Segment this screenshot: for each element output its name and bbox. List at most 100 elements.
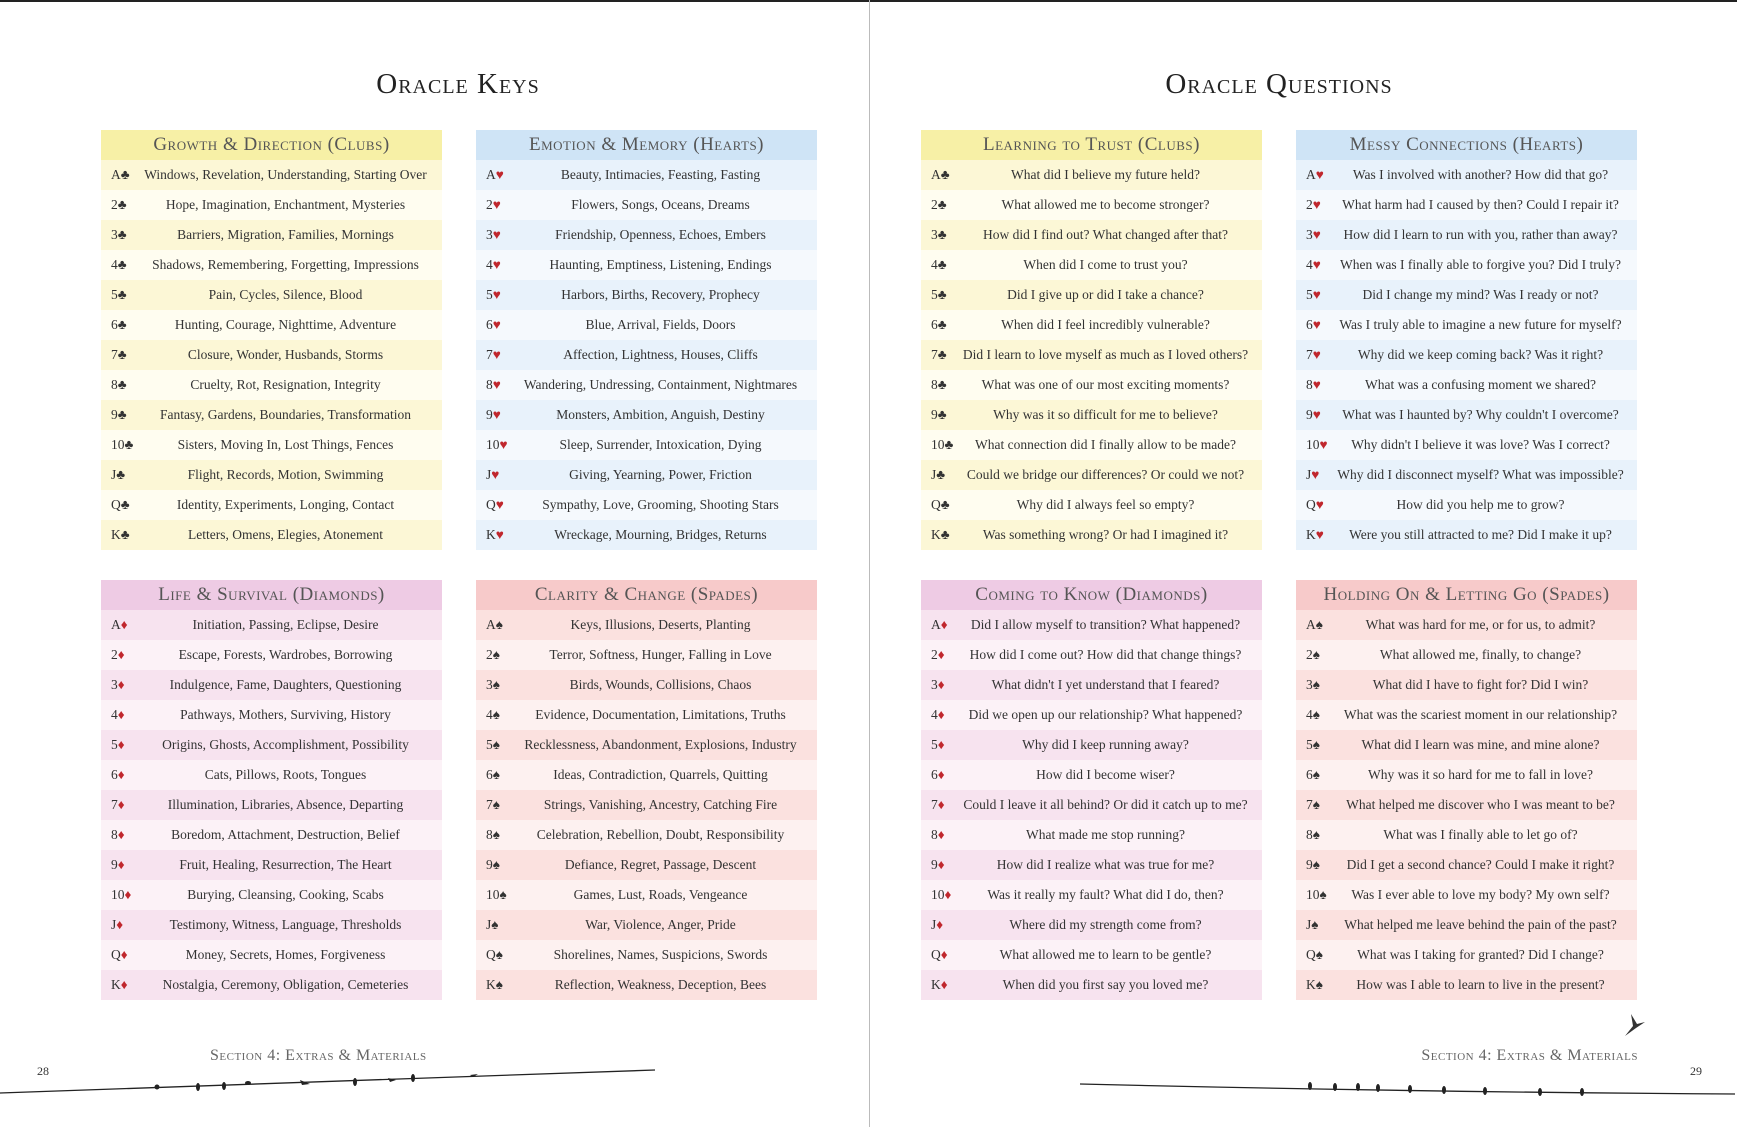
row-text: Reflection, Weakness, Deception, Bees	[554, 977, 767, 992]
row-text: Was I ever able to love my body? My own …	[1351, 887, 1610, 902]
table-row: 5♦ Origins, Ghosts, Accomplishment, Possi…	[101, 730, 442, 760]
table-header: Holding On & Letting Go (Spades)	[1296, 580, 1637, 610]
table-row: 2♠ What allowed me, finally, to change?	[1296, 640, 1637, 670]
spades-suit-icon: ♠	[492, 707, 500, 722]
row-text: When did I feel incredibly vulnerable?	[1001, 317, 1210, 332]
row-text: What was hard for me, or for us, to admi…	[1365, 617, 1596, 632]
card-rank: 3	[931, 677, 938, 692]
row-text: Nostalgia, Ceremony, Obligation, Cemeter…	[162, 977, 409, 992]
row-text: When did you first say you loved me?	[1002, 977, 1209, 992]
table-row: 5♠ Recklessness, Abandonment, Explosions,…	[476, 730, 817, 760]
card-rank: A	[931, 617, 941, 632]
row-text: What didn't I yet understand that I fear…	[991, 677, 1220, 692]
spades-suit-icon: ♠	[1312, 827, 1320, 842]
clubs-suit-icon: ♣	[937, 227, 947, 242]
card-rank: 8	[931, 377, 938, 392]
card-label: 7♥	[476, 340, 514, 370]
clubs-suit-icon: ♣	[940, 167, 950, 182]
hearts-suit-icon: ♥	[1312, 407, 1321, 422]
clubs-suit-icon: ♣	[116, 467, 126, 482]
spades-suit-icon: ♠	[495, 977, 503, 992]
table-row: 2♣ Hope, Imagination, Enchantment, Myster…	[101, 190, 442, 220]
row-text: Strings, Vanishing, Ancestry, Catching F…	[543, 797, 778, 812]
clubs-suit-icon: ♣	[936, 467, 946, 482]
row-text: What allowed me, finally, to change?	[1379, 647, 1582, 662]
card-label: 5♥	[476, 280, 514, 310]
table-row: 8♥ What was a confusing moment we shared?	[1296, 370, 1637, 400]
card-label: K♣	[921, 520, 959, 550]
card-rank: Q	[111, 497, 121, 512]
row-text: Cats, Pillows, Roots, Tongues	[204, 767, 367, 782]
card-label: 10♦	[101, 880, 139, 910]
hearts-suit-icon: ♥	[495, 497, 504, 512]
row-text: Identity, Experiments, Longing, Contact	[176, 497, 395, 512]
row-text: How did I become wiser?	[1036, 767, 1175, 782]
clubs-suit-icon: ♣	[117, 377, 127, 392]
row-text: Monsters, Ambition, Anguish, Destiny	[556, 407, 765, 422]
hearts-suit-icon: ♥	[1319, 437, 1328, 452]
row-text: What was I finally able to let go of?	[1383, 827, 1578, 842]
clubs-suit-icon: ♣	[937, 347, 947, 362]
card-rank: 2	[486, 197, 493, 212]
hearts-suit-icon: ♥	[1312, 347, 1321, 362]
row-text: Did we open up our relationship? What ha…	[968, 707, 1243, 722]
row-text: Why was it so hard for me to fall in lov…	[1368, 767, 1593, 782]
row-text: What made me stop running?	[1026, 827, 1185, 842]
table-row: Q♠ What was I taking for granted? Did I c…	[1296, 940, 1637, 970]
card-label: K♦	[921, 970, 959, 1000]
row-text: Shorelines, Names, Suspicions, Swords	[553, 947, 768, 962]
hearts-suit-icon: ♥	[492, 257, 501, 272]
card-rank: 8	[1306, 377, 1313, 392]
hearts-suit-icon: ♥	[495, 167, 504, 182]
table-row: A♠ Keys, Illusions, Deserts, Planting	[476, 610, 817, 640]
card-label: J♦	[101, 910, 139, 940]
clubs-suit-icon: ♣	[117, 317, 127, 332]
row-text: Blue, Arrival, Fields, Doors	[585, 317, 736, 332]
row-text: What did I believe my future held?	[1011, 167, 1200, 182]
card-label: 10♥	[1296, 430, 1334, 460]
table-row: 6♥ Was I truly able to imagine a new futu…	[1296, 310, 1637, 340]
card-rank: 3	[1306, 227, 1313, 242]
table-row: J♣ Could we bridge our differences? Or co…	[921, 460, 1262, 490]
row-text: Flowers, Songs, Oceans, Dreams	[571, 197, 750, 212]
card-rank: 2	[1306, 197, 1313, 212]
card-rank: 7	[486, 347, 493, 362]
row-text: Windows, Revelation, Understanding, Star…	[144, 167, 427, 182]
card-rank: 10	[931, 887, 945, 902]
page-title-right: Oracle Questions	[1165, 68, 1393, 100]
spades-suit-icon: ♠	[492, 767, 500, 782]
clubs-suit-icon: ♣	[937, 317, 947, 332]
card-label: 5♥	[1296, 280, 1334, 310]
table-header: Learning to Trust (Clubs)	[921, 130, 1262, 160]
table-row: Q♠ Shorelines, Names, Suspicions, Swords	[476, 940, 817, 970]
card-rank: 7	[931, 797, 938, 812]
spades-suit-icon: ♠	[1312, 677, 1320, 692]
table-row: 9♦ Fruit, Healing, Resurrection, The Hear…	[101, 850, 442, 880]
clubs-suit-icon: ♣	[120, 527, 130, 542]
card-label: 2♥	[476, 190, 514, 220]
card-rank: 8	[1306, 827, 1313, 842]
card-rank: 8	[486, 377, 493, 392]
table-row: 8♦ What made me stop running?	[921, 820, 1262, 850]
row-text: Indulgence, Fame, Daughters, Questioning	[169, 677, 402, 692]
diamonds-suit-icon: ♦	[117, 857, 125, 872]
table-row: A♥ Was I involved with another? How did t…	[1296, 160, 1637, 190]
table-row: K♦ Nostalgia, Ceremony, Obligation, Cemet…	[101, 970, 442, 1000]
diamonds-suit-icon: ♦	[117, 707, 125, 722]
hearts-suit-icon: ♥	[1312, 197, 1321, 212]
card-label: 9♣	[921, 400, 959, 430]
card-label: 3♠	[476, 670, 514, 700]
card-rank: 7	[486, 797, 493, 812]
row-text: How did you help me to grow?	[1396, 497, 1565, 512]
row-text: Wreckage, Mourning, Bridges, Returns	[554, 527, 767, 542]
spades-suit-icon: ♠	[492, 737, 500, 752]
diamonds-suit-icon: ♦	[937, 737, 945, 752]
card-label: 9♥	[1296, 400, 1334, 430]
row-text: What was I haunted by? Why couldn't I ov…	[1342, 407, 1619, 422]
diamonds-suit-icon: ♦	[944, 887, 952, 902]
row-text: Why did I disconnect myself? What was im…	[1337, 467, 1624, 482]
table-row: A♣ Windows, Revelation, Understanding, St…	[101, 160, 442, 190]
table-row: J♥ Why did I disconnect myself? What was …	[1296, 460, 1637, 490]
row-text: What helped me leave behind the pain of …	[1344, 917, 1617, 932]
table-row: K♦ When did you first say you loved me?	[921, 970, 1262, 1000]
